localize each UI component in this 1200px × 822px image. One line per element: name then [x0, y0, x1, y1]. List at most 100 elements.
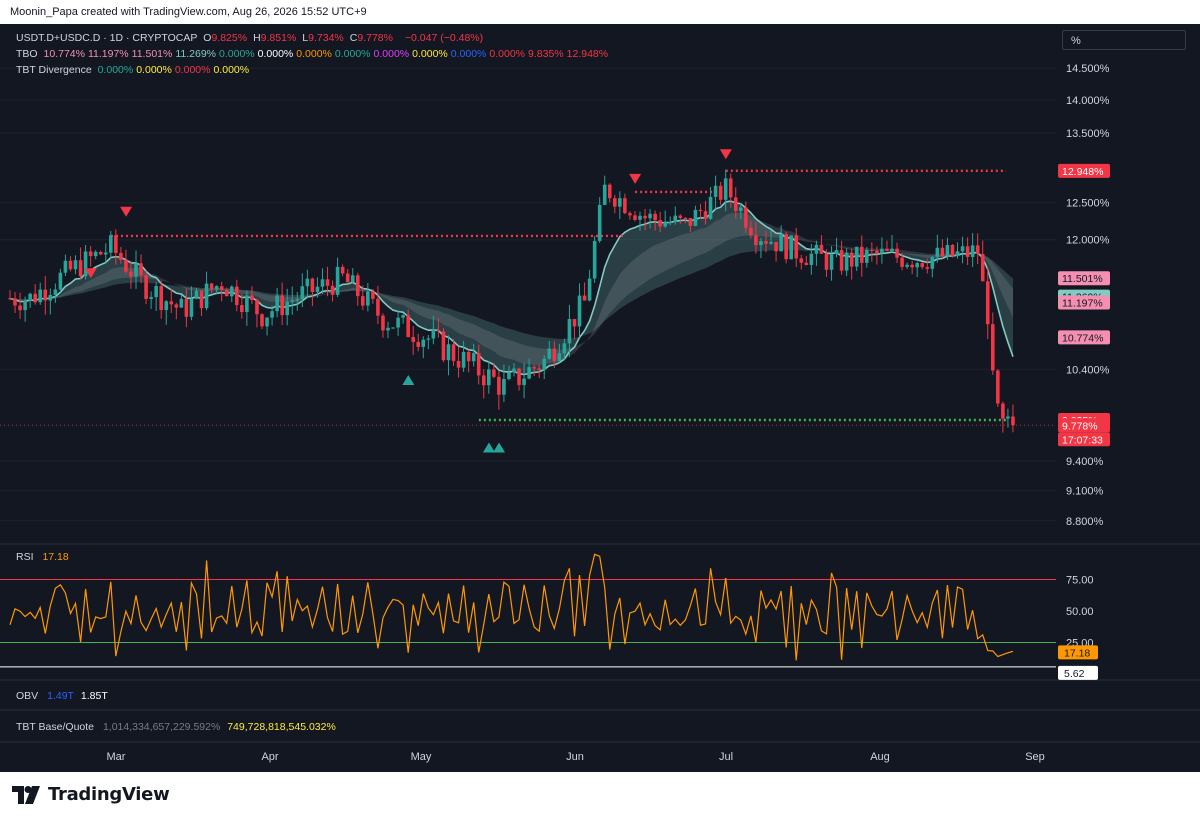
price-badge-bg: [1058, 418, 1110, 433]
candle-body: [345, 273, 350, 283]
rsi-line: [9, 553, 1014, 661]
symbol-title[interactable]: USDT.D+USDC.D · 1D · CRYPTOCAP: [16, 32, 198, 44]
candle-body: [794, 235, 799, 259]
obv-value-2: 1.85T: [80, 690, 108, 702]
candle-body: [421, 339, 426, 347]
chart-area[interactable]: 14.500% 14.000% 13.500% 12.500% 12.000% 10.40…: [0, 24, 1200, 772]
candle-body: [169, 301, 174, 305]
candle-body: [229, 286, 234, 297]
candle-body: [436, 330, 441, 332]
price-tick-label: 12.000%: [1066, 235, 1110, 247]
candle-body: [950, 244, 955, 256]
price-badge: 10.774%: [1058, 330, 1110, 345]
ohlc-val: 9.734%: [308, 32, 344, 44]
candle-body: [915, 263, 919, 268]
candle-body: [542, 358, 547, 370]
candle-body: [673, 215, 678, 223]
rsi-label[interactable]: RSI: [16, 551, 34, 563]
candle-body: [839, 250, 844, 271]
price-tick-label: 12.500%: [1066, 198, 1110, 210]
price-tick-label: 14.000%: [1066, 95, 1110, 107]
candle-body: [895, 248, 899, 258]
scale-mode-button[interactable]: %: [1062, 30, 1186, 50]
candle-body: [481, 375, 486, 386]
candle-body: [557, 353, 562, 361]
rsi-value: 17.18: [42, 551, 69, 563]
price-badge: 11.501%: [1058, 271, 1110, 286]
obv-legend[interactable]: OBV 1.49T 1.85T: [16, 690, 108, 702]
ohlc-key: L: [302, 32, 309, 44]
tbo-value-7: 0.000%: [334, 48, 371, 60]
candle-body: [497, 376, 501, 395]
price-badge-text: 12.948%: [1062, 166, 1103, 178]
divergence-value-2: 0.000%: [174, 64, 211, 76]
candle-body: [361, 296, 365, 306]
sell-signal-marker: [719, 149, 732, 160]
candle-body: [960, 246, 965, 252]
candle-body: [119, 252, 123, 260]
candle-body: [955, 251, 960, 256]
tbt-value-1: 1,014,334,657,229.592%: [102, 721, 221, 733]
candle-body: [668, 222, 673, 224]
tbo-value-3: 11.269%: [175, 48, 217, 60]
candle-body: [290, 300, 295, 302]
tbo-legend[interactable]: TBO 10.774% 11.197% 11.501% 11.269% 0.000% 0.…: [16, 48, 614, 60]
candle-body: [426, 338, 431, 340]
candle-body: [88, 251, 93, 257]
rsi-tick-label: 75.00: [1066, 575, 1094, 587]
price-badge: 17:07:33: [1058, 432, 1110, 447]
candle-body: [643, 215, 647, 219]
candle-body: [245, 295, 249, 313]
candle-body: [466, 351, 471, 362]
divergence-value-3: 0.000%: [213, 64, 250, 76]
candle-body: [144, 275, 148, 299]
candle-body: [784, 234, 788, 260]
candle-body: [441, 331, 446, 361]
candle-body: [159, 285, 163, 311]
divergence-label[interactable]: TBT Divergence: [16, 64, 92, 76]
candle-body: [865, 249, 869, 263]
rsi-legend[interactable]: RSI 17.18: [16, 551, 69, 563]
price-badge: 11.197%: [1058, 295, 1110, 310]
candle-body: [698, 209, 703, 212]
buy-signal-marker: [482, 442, 495, 453]
candle-body: [618, 198, 622, 207]
rsi-low-badge: 5.62: [1058, 665, 1098, 680]
ohlc-val: 9.825%: [211, 32, 248, 44]
candle-body: [754, 235, 758, 246]
candle-body: [779, 234, 783, 252]
candle-body: [28, 293, 32, 301]
candle-body: [305, 278, 310, 287]
scale-mode-label: %: [1071, 35, 1081, 47]
grid-lines: [0, 67, 1056, 522]
tbt-label[interactable]: TBT Base/Quote: [16, 721, 95, 733]
candle-body: [124, 259, 128, 272]
symbol-legend[interactable]: USDT.D+USDC.D · 1D · CRYPTOCAP O9.825% H9…: [16, 32, 486, 44]
candle-body: [633, 215, 637, 220]
tbo-label[interactable]: TBO: [16, 48, 38, 60]
obv-label[interactable]: OBV: [16, 690, 39, 702]
rsi-badge-bg: [1058, 645, 1098, 660]
candle-body: [713, 185, 718, 197]
tbo-value-5: 0.000%: [257, 48, 294, 60]
chart-canvas[interactable]: 14.500% 14.000% 13.500% 12.500% 12.000% 10.40…: [0, 24, 1200, 772]
candle-body: [613, 198, 617, 207]
candle-body: [648, 213, 652, 219]
candle-body: [991, 324, 995, 371]
footer: TradingView: [0, 772, 1200, 822]
candle-body: [315, 286, 320, 292]
price-badge-bg: [1058, 163, 1110, 178]
candle-body: [73, 260, 78, 270]
candle-body: [381, 315, 385, 331]
price-tick-label: 9.100%: [1066, 485, 1104, 497]
candle-body: [663, 222, 667, 227]
candle-body: [970, 245, 975, 257]
tradingview-logo[interactable]: TradingView: [12, 784, 170, 805]
price-badge-text: 11.197%: [1062, 297, 1103, 309]
candle-body: [78, 260, 83, 277]
candle-body: [653, 213, 657, 221]
divergence-legend[interactable]: TBT Divergence 0.000% 0.000% 0.000% 0.000%: [16, 64, 255, 76]
tbt-legend[interactable]: TBT Base/Quote 1,014,334,657,229.592% 74…: [16, 721, 336, 733]
candle-body: [809, 253, 814, 265]
candle-body: [759, 241, 763, 246]
